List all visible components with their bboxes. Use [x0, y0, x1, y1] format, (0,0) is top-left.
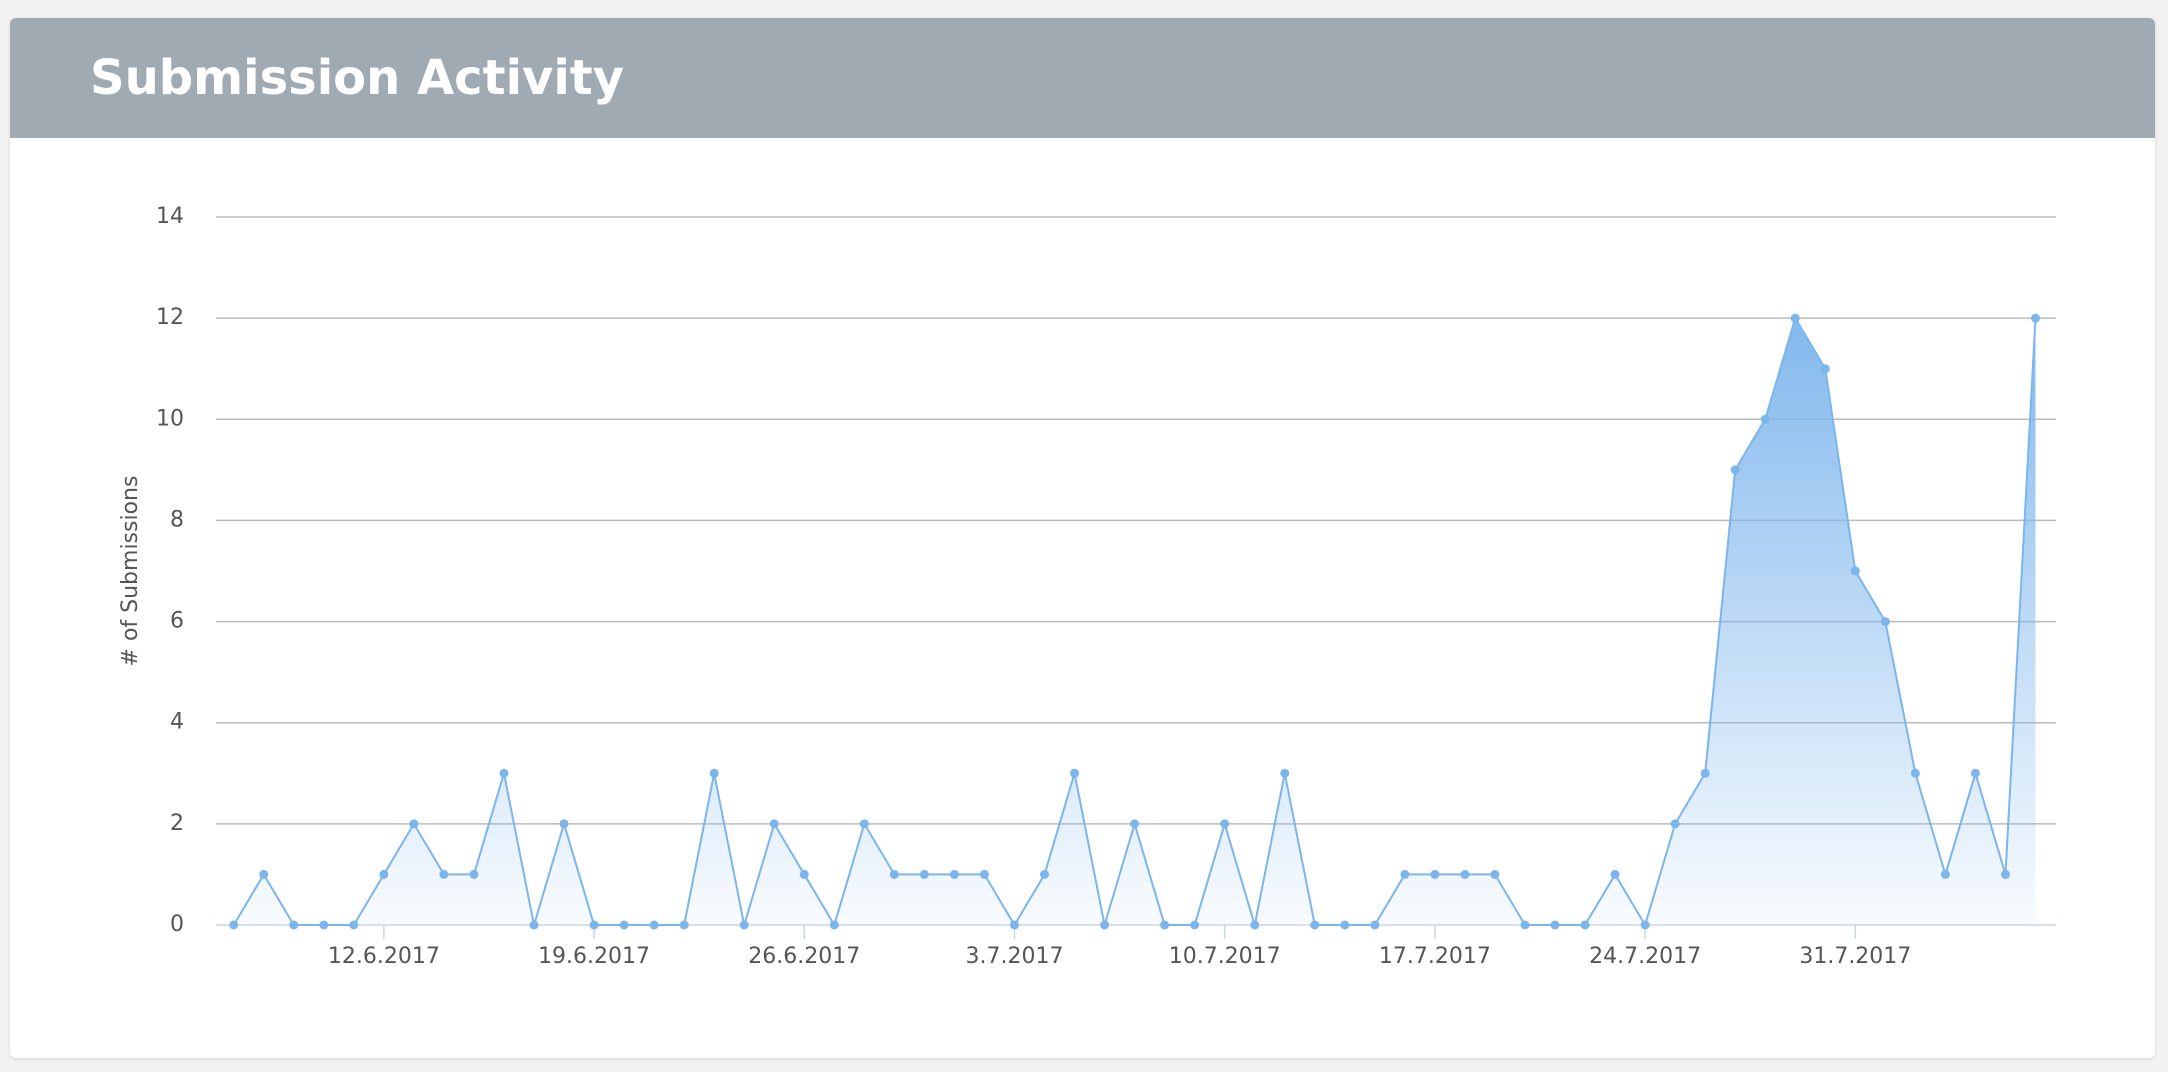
point [919, 869, 929, 879]
point [259, 869, 269, 879]
point [319, 920, 329, 930]
point [769, 819, 779, 829]
point [1520, 920, 1530, 930]
x-tick-label: 19.6.2017 [538, 944, 650, 969]
point [529, 920, 539, 930]
point [1400, 869, 1410, 879]
point [1340, 920, 1350, 930]
point [1280, 768, 1290, 778]
point [1100, 920, 1110, 930]
point [589, 920, 599, 930]
point [1820, 364, 1830, 374]
point [1730, 465, 1740, 475]
point [739, 920, 749, 930]
y-tick-label: 4 [170, 710, 184, 735]
point [949, 869, 959, 879]
point [1220, 819, 1230, 829]
point [1910, 768, 1920, 778]
x-tick-label: 31.7.2017 [1799, 944, 1911, 969]
title: Submission Activity [90, 50, 624, 106]
y-tick-label: 14 [156, 204, 184, 229]
x-tick-label: 26.6.2017 [748, 944, 860, 969]
point [1130, 819, 1140, 829]
y-tick-label: 8 [170, 507, 184, 532]
point [1370, 920, 1380, 930]
point [859, 819, 869, 829]
point [349, 920, 359, 930]
point [829, 920, 839, 930]
point [979, 869, 989, 879]
x-tick-label: 12.6.2017 [328, 944, 440, 969]
y-tick-label: 6 [170, 609, 184, 634]
point [1850, 566, 1860, 576]
point [799, 869, 809, 879]
point [379, 869, 389, 879]
point [1640, 920, 1650, 930]
point [1250, 920, 1260, 930]
point [889, 869, 899, 879]
point [409, 819, 419, 829]
point [709, 768, 719, 778]
point [439, 869, 449, 879]
point [1760, 414, 1770, 424]
x-tick-label: 17.7.2017 [1379, 944, 1491, 969]
point [1009, 920, 1019, 930]
y-tick-label: 0 [170, 912, 184, 937]
y-axis-title: # of Submissions [118, 476, 143, 667]
point [1610, 869, 1620, 879]
point [2031, 313, 2040, 323]
point [1670, 819, 1680, 829]
point [1460, 869, 1470, 879]
point [1190, 920, 1200, 930]
point [679, 920, 689, 930]
point [1580, 920, 1590, 930]
point [499, 768, 509, 778]
point [1550, 920, 1560, 930]
card-header: Submission Activity [10, 18, 2155, 138]
point [649, 920, 659, 930]
point [1880, 617, 1890, 627]
point [1040, 869, 1050, 879]
point [619, 920, 629, 930]
point [1700, 768, 1710, 778]
y-tick-label: 12 [156, 305, 184, 330]
x-tick-label: 10.7.2017 [1169, 944, 1281, 969]
point [1310, 920, 1320, 930]
point [469, 869, 479, 879]
y-tick-label: 2 [170, 811, 184, 836]
point [1430, 869, 1440, 879]
area-fill [233, 318, 2036, 926]
point [289, 920, 299, 930]
point [2000, 869, 2010, 879]
point [1790, 313, 1800, 323]
x-tick-label: 24.7.2017 [1589, 944, 1701, 969]
point [229, 920, 239, 930]
point [1970, 768, 1980, 778]
x-tick-label: 3.7.2017 [965, 944, 1063, 969]
point [1940, 869, 1950, 879]
point [559, 819, 569, 829]
point [1070, 768, 1080, 778]
point [1160, 920, 1170, 930]
point [1490, 869, 1500, 879]
y-tick-label: 10 [156, 406, 184, 431]
